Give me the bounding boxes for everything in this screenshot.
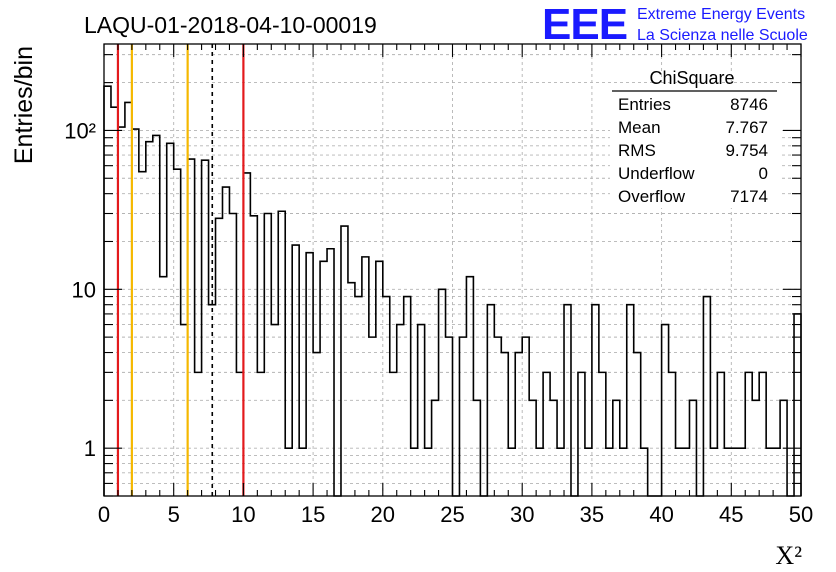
x-tick-label: 40 — [649, 502, 673, 527]
x-tick-label: 0 — [98, 502, 110, 527]
histogram-bars — [103, 85, 802, 497]
y-tick-label: 10 — [72, 277, 96, 302]
stats-row-value: 8746 — [730, 95, 768, 114]
stats-box: ChiSquare Entries 8746 Mean 7.767 RMS 9.754 Un… — [610, 68, 780, 208]
stats-box-title: ChiSquare — [649, 68, 734, 88]
x-tick-label: 5 — [168, 502, 180, 527]
x-tick-label: 45 — [719, 502, 743, 527]
x-axis-label: X² — [775, 541, 802, 570]
y-axis-label: Entries/bin — [10, 46, 38, 164]
x-tick-label: 30 — [510, 502, 534, 527]
stats-row-value: 7.767 — [725, 118, 768, 137]
stats-row-value: 9.754 — [725, 141, 768, 160]
stats-row-label: Overflow — [618, 187, 686, 206]
stats-box-bg — [610, 86, 780, 208]
histogram-outline — [103, 85, 802, 497]
x-tick-label: 25 — [440, 502, 464, 527]
y-tick-label: 10² — [64, 118, 96, 143]
eee-logo: EEE Extreme Energy Events La Scienza nel… — [542, 0, 808, 49]
x-axis-ticks: 0 5 10 15 20 25 30 35 40 45 50 — [98, 44, 813, 527]
y-tick-label: 1 — [84, 436, 96, 461]
x-tick-label: 35 — [580, 502, 604, 527]
chart-title: LAQU-01-2018-04-10-00019 — [84, 12, 377, 38]
x-tick-label: 50 — [789, 502, 813, 527]
eee-logo-line1: Extreme Energy Events — [637, 6, 805, 23]
x-tick-label: 10 — [231, 502, 255, 527]
stats-row-label: Underflow — [618, 164, 695, 183]
y-axis-ticks: 1 10 10² — [64, 54, 801, 497]
eee-logo-mark: EEE — [542, 0, 627, 49]
stats-row-label: RMS — [618, 141, 656, 160]
x-tick-label: 15 — [301, 502, 325, 527]
stats-row-label: Mean — [618, 118, 661, 137]
x-tick-label: 20 — [371, 502, 395, 527]
stats-box-rows: Entries 8746 Mean 7.767 RMS 9.754 Underflow 0 Ov… — [618, 95, 768, 206]
marker-lines — [116, 44, 245, 496]
eee-logo-line2: La Scienza nelle Scuole — [637, 27, 808, 44]
stats-row-label: Entries — [618, 95, 671, 114]
stats-row-value: 0 — [759, 164, 768, 183]
stats-row-value: 7174 — [730, 187, 768, 206]
